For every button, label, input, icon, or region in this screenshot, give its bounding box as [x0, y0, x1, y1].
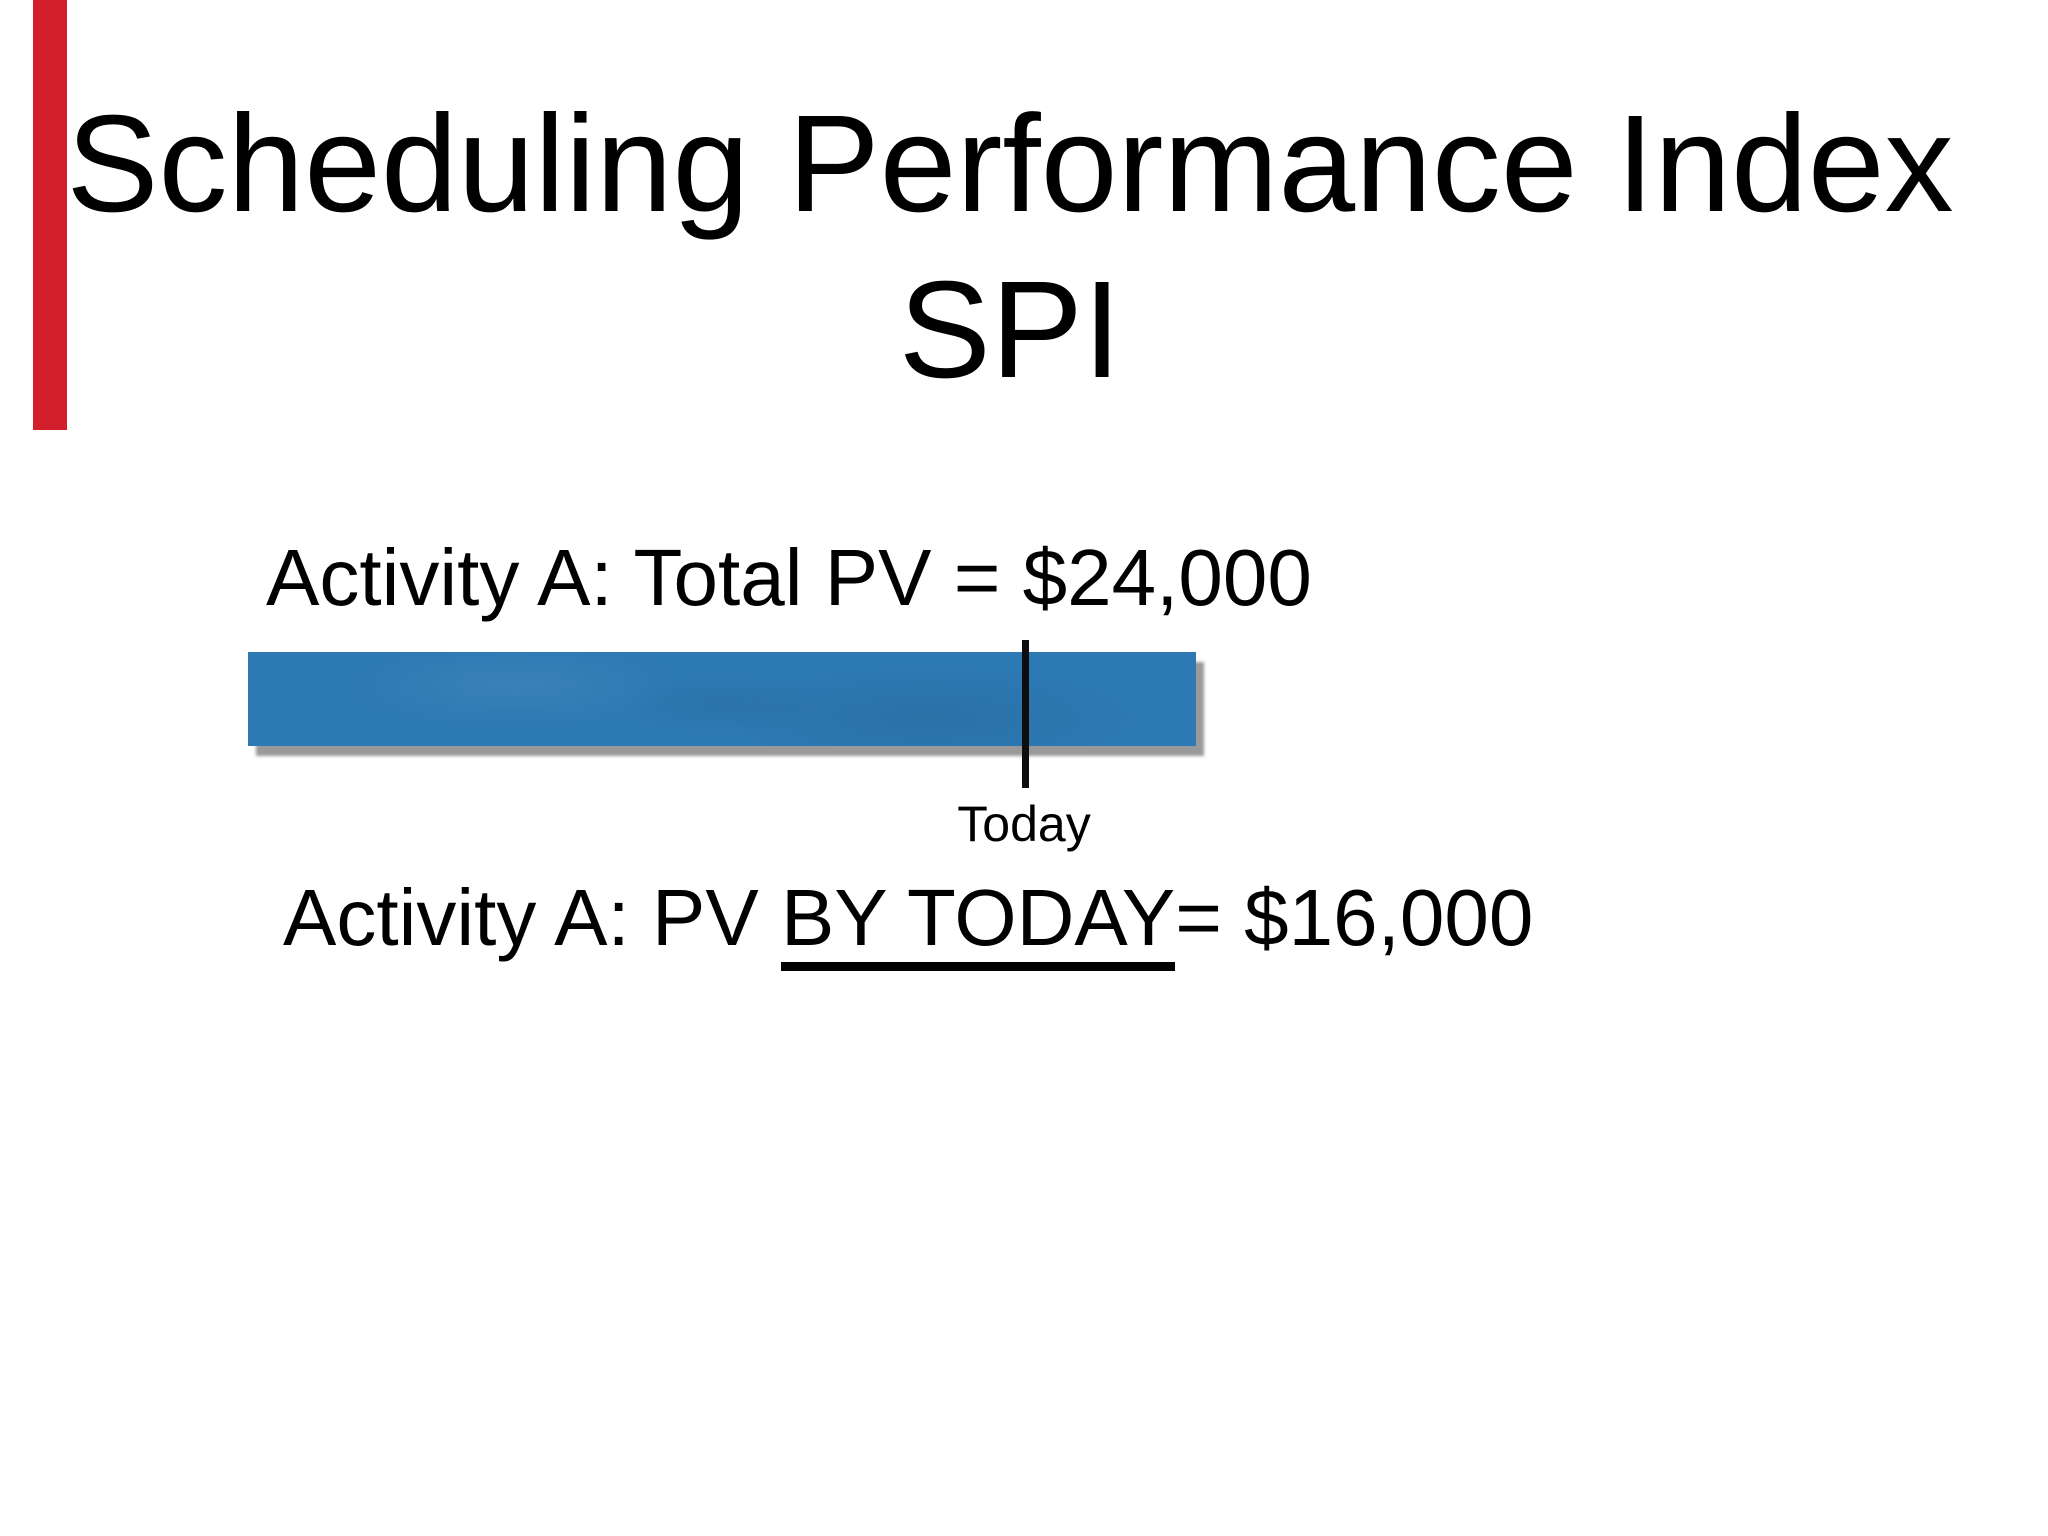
- activity-duration-bar: [248, 652, 1196, 746]
- slide-title: Scheduling Performance Index SPI: [0, 82, 2020, 413]
- title-line-1: Scheduling Performance Index: [66, 87, 1954, 241]
- activity-pv-by-today-text: Activity A: PV BY TODAY= $16,000: [283, 870, 1534, 971]
- activity-total-pv-text: Activity A: Total PV = $24,000: [266, 533, 1312, 622]
- today-label: Today: [957, 796, 1091, 852]
- title-line-2: SPI: [898, 252, 1122, 407]
- red-accent-bar: [33, 0, 67, 430]
- pv-by-today-suffix: = $16,000: [1175, 873, 1534, 962]
- pv-by-today-prefix: Activity A: PV: [283, 873, 781, 962]
- pv-by-today-underlined: BY TODAY: [780, 873, 1176, 971]
- today-marker-line: [1022, 640, 1029, 788]
